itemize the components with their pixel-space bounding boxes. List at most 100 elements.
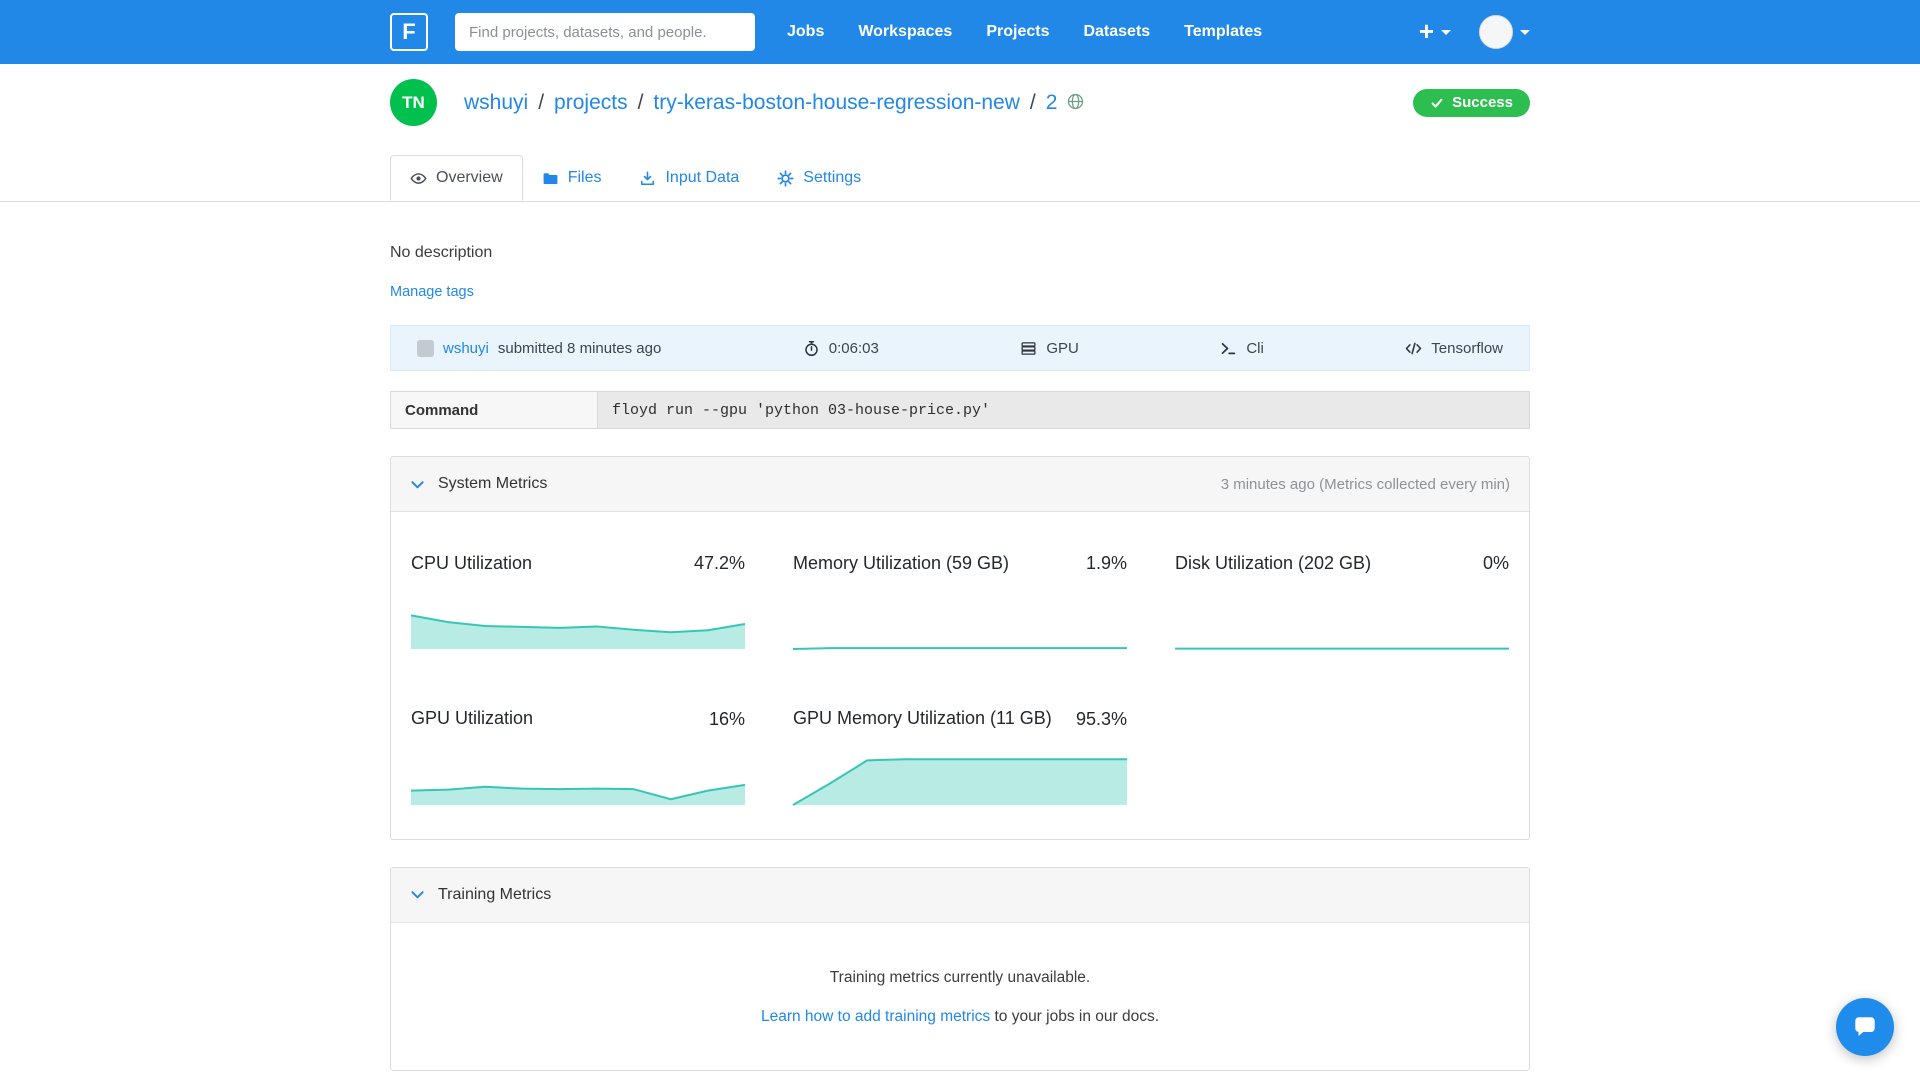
mode-info: Cli: [1220, 340, 1264, 357]
breadcrumb-run-number[interactable]: 2: [1045, 90, 1058, 114]
framework-text: Tensorflow: [1431, 339, 1503, 357]
nav-jobs[interactable]: Jobs: [787, 23, 825, 40]
nav-workspaces[interactable]: Workspaces: [858, 23, 953, 40]
tab-label: Settings: [803, 169, 862, 186]
overview-eye-icon: [410, 170, 427, 187]
status-badge: Success: [1413, 88, 1530, 117]
breadcrumb-project[interactable]: try-keras-boston-house-regression-new: [653, 90, 1020, 114]
chart-title: Disk Utilization (202 GB): [1175, 553, 1372, 573]
submitter-link[interactable]: wshuyi: [443, 339, 489, 357]
nav-projects[interactable]: Projects: [986, 23, 1050, 40]
submitted-text: submitted 8 minutes ago: [497, 339, 662, 357]
breadcrumb-separator: /: [637, 90, 644, 114]
code-icon: [1405, 340, 1422, 357]
search-input[interactable]: [455, 13, 755, 51]
tab-label: Input Data: [665, 169, 740, 186]
top-navbar: F Jobs Workspaces Projects Datasets Temp…: [0, 0, 1920, 64]
framework-info: Tensorflow: [1405, 340, 1503, 357]
stopwatch-icon: [803, 340, 820, 357]
public-globe-icon: [1067, 92, 1084, 116]
chart-title: Memory Utilization (59 GB): [793, 553, 1010, 573]
caret-down-icon: [1520, 29, 1530, 35]
training-docs-link[interactable]: Learn how to add training metrics: [760, 1007, 991, 1025]
training-metrics-body: Training metrics currently unavailable. …: [391, 923, 1529, 1070]
tab-overview[interactable]: Overview: [390, 155, 523, 201]
instance-text: GPU: [1046, 339, 1079, 357]
training-metrics-title: Training Metrics: [438, 885, 552, 903]
create-menu-button[interactable]: +: [1418, 15, 1451, 46]
chart-title: GPU Memory Utilization (11 GB): [793, 708, 1052, 729]
duration-info: 0:06:03: [803, 340, 879, 357]
breadcrumb-user[interactable]: wshuyi: [464, 90, 529, 114]
instance-info: GPU: [1020, 340, 1079, 357]
tab-settings[interactable]: Settings: [758, 155, 880, 201]
chart-title: GPU Utilization: [411, 708, 534, 729]
job-header-section: TN wshuyi / projects / try-keras-boston-…: [0, 64, 1920, 202]
gpu-utilization-chart: [411, 757, 745, 805]
cpu-utilization-chart: [411, 601, 745, 650]
chat-widget-button[interactable]: [1836, 998, 1894, 1056]
tab-label: Overview: [436, 169, 503, 186]
training-docs-line: Learn how to add training metrics to you…: [411, 1008, 1509, 1026]
chart-value: 0%: [1482, 553, 1509, 574]
system-metrics-updated: 3 minutes ago (Metrics collected every m…: [1220, 475, 1510, 493]
chart-value: 47.2%: [693, 553, 745, 574]
chart-gpu-utilization: GPU Utilization 16%: [411, 707, 745, 805]
plus-icon: +: [1418, 15, 1434, 46]
command-value: floyd run --gpu 'python 03-house-price.p…: [598, 392, 1529, 428]
system-metrics-title: System Metrics: [438, 475, 548, 492]
terminal-icon: [1220, 340, 1237, 357]
tab-files[interactable]: Files: [523, 155, 621, 201]
status-label: Success: [1452, 94, 1513, 111]
chart-memory-utilization: Memory Utilization (59 GB) 1.9%: [793, 552, 1127, 649]
logo-letter: F: [402, 19, 416, 44]
user-avatar: [1479, 15, 1513, 49]
chat-bubble-icon: [1855, 1017, 1875, 1037]
job-description: No description: [390, 244, 493, 261]
system-metrics-panel: System Metrics 3 minutes ago (Metrics co…: [390, 456, 1530, 840]
disk-utilization-chart: [1175, 601, 1509, 649]
tab-bar: Overview Files Input Data: [390, 155, 1530, 201]
memory-utilization-chart: [793, 601, 1127, 649]
nav-templates[interactable]: Templates: [1184, 23, 1263, 40]
chart-value: 1.9%: [1085, 553, 1127, 574]
system-metrics-header[interactable]: System Metrics 3 minutes ago (Metrics co…: [391, 457, 1529, 512]
submitter-info: wshuyi submitted 8 minutes ago: [417, 339, 662, 357]
breadcrumb-projects[interactable]: projects: [554, 90, 628, 114]
folder-icon: [542, 170, 559, 187]
tab-label: Files: [567, 169, 602, 186]
chart-disk-utilization: Disk Utilization (202 GB) 0%: [1175, 552, 1509, 649]
manage-tags-link[interactable]: Manage tags: [390, 284, 474, 300]
gpu-memory-utilization-chart: [793, 757, 1127, 805]
duration-text: 0:06:03: [828, 339, 879, 357]
chart-title: CPU Utilization: [411, 553, 533, 573]
project-avatar: TN: [390, 79, 437, 126]
command-label: Command: [391, 392, 598, 428]
breadcrumb: wshuyi / projects / try-keras-boston-hou…: [464, 89, 1084, 116]
chart-cpu-utilization: CPU Utilization 47.2%: [411, 552, 745, 650]
chevron-down-icon: [410, 477, 425, 492]
breadcrumb-separator: /: [538, 90, 545, 114]
download-icon: [639, 170, 656, 187]
job-info-bar: wshuyi submitted 8 minutes ago 0:06:03 G…: [390, 325, 1530, 371]
submitter-avatar: [417, 339, 434, 357]
gpu-server-icon: [1020, 340, 1037, 357]
chart-value: 16%: [708, 708, 745, 729]
tab-input-data[interactable]: Input Data: [620, 155, 758, 201]
chart-gpu-memory-utilization: GPU Memory Utilization (11 GB) 95.3%: [793, 707, 1127, 804]
check-icon: [1431, 98, 1443, 108]
nav-datasets[interactable]: Datasets: [1083, 23, 1151, 40]
gear-icon: [777, 169, 794, 187]
training-docs-suffix: to your jobs in our docs.: [990, 1007, 1160, 1025]
primary-nav: Jobs Workspaces Projects Datasets Templa…: [787, 23, 1262, 41]
main-content: No description Manage tags wshuyi submit…: [390, 202, 1530, 1071]
user-menu-button[interactable]: [1479, 15, 1530, 49]
floydhub-logo[interactable]: F: [390, 13, 428, 51]
training-metrics-header[interactable]: Training Metrics: [391, 867, 1529, 923]
chart-value: 95.3%: [1075, 708, 1127, 729]
chevron-down-icon: [410, 887, 425, 902]
caret-down-icon: [1441, 29, 1451, 35]
training-unavailable-text: Training metrics currently unavailable.: [829, 968, 1091, 986]
mode-text: Cli: [1246, 339, 1264, 357]
navbar-right: +: [1419, 15, 1530, 49]
